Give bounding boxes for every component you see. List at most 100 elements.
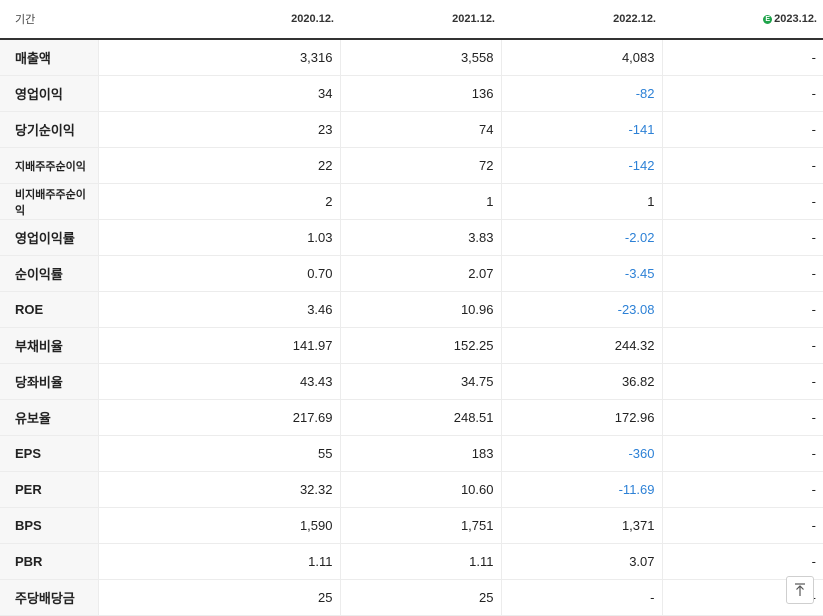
period-2022: 2022.12. <box>501 0 662 40</box>
cell-value: 136 <box>339 75 501 112</box>
period-2021: 2021.12. <box>340 0 501 40</box>
table-row: PBR 1.11 1.11 3.07- <box>0 543 823 580</box>
period-2023-label: 2023.12. <box>774 13 817 25</box>
table-row: 비지배주주순이익 2 1 1- <box>0 183 823 220</box>
cell-value: 3,558 <box>339 39 501 76</box>
cell-value: 3.46 <box>97 291 340 328</box>
row-label: 영업이익률 <box>0 219 98 256</box>
table-row: 지배주주순이익 22 72 -142- <box>0 147 823 184</box>
cell-value: -2.02 <box>500 219 662 256</box>
table-row: PER 32.32 10.60 -11.69- <box>0 471 823 508</box>
cell-value: 36.82 <box>500 363 662 400</box>
cell-value: 217.69 <box>97 399 340 436</box>
cell-value: 72 <box>339 147 501 184</box>
cell-value: - <box>661 291 823 328</box>
cell-value: 22 <box>97 147 340 184</box>
cell-value: - <box>661 111 823 148</box>
cell-value: - <box>661 147 823 184</box>
table-row: 영업이익률 1.03 3.83 -2.02- <box>0 219 823 256</box>
cell-value: 1 <box>500 183 662 220</box>
cell-value: 1,371 <box>500 507 662 544</box>
cell-value: 1.03 <box>97 219 340 256</box>
cell-value: - <box>500 579 662 616</box>
cell-value: 4,083 <box>500 39 662 76</box>
cell-value: - <box>661 39 823 76</box>
cell-value: 244.32 <box>500 327 662 364</box>
row-label: PER <box>0 471 98 508</box>
cell-value: - <box>661 255 823 292</box>
cell-value: - <box>661 219 823 256</box>
cell-value: 43.43 <box>97 363 340 400</box>
cell-value: 25 <box>97 579 340 616</box>
cell-value: - <box>661 435 823 472</box>
table-row: BPS 1,590 1,751 1,371- <box>0 507 823 544</box>
cell-value: 3.83 <box>339 219 501 256</box>
cell-value: 10.60 <box>339 471 501 508</box>
cell-value: -141 <box>500 111 662 148</box>
row-label: 영업이익 <box>0 75 98 112</box>
arrow-up-to-top-icon <box>795 583 805 596</box>
estimate-icon: E <box>763 15 773 24</box>
scroll-top-button[interactable] <box>786 576 814 604</box>
cell-value: 23 <box>97 111 340 148</box>
cell-value: -11.69 <box>500 471 662 508</box>
table-row: 부채비율 141.97 152.25 244.32- <box>0 327 823 364</box>
cell-value: 2.07 <box>339 255 501 292</box>
row-label: ROE <box>0 291 98 328</box>
cell-value: - <box>661 399 823 436</box>
cell-value: - <box>661 471 823 508</box>
cell-value: 248.51 <box>339 399 501 436</box>
cell-value: 34.75 <box>339 363 501 400</box>
cell-value: 10.96 <box>339 291 501 328</box>
cell-value: 3,316 <box>97 39 340 76</box>
cell-value: 55 <box>97 435 340 472</box>
row-label: 당좌비율 <box>0 363 98 400</box>
cell-value: 1.11 <box>339 543 501 580</box>
period-2023-estimate: E 2023.12. <box>662 0 823 40</box>
table-row: 영업이익 34 136 -82- <box>0 75 823 112</box>
cell-value: 152.25 <box>339 327 501 364</box>
row-label: 매출액 <box>0 39 98 76</box>
table-row: 당기순이익 23 74 -141- <box>0 111 823 148</box>
cell-value: - <box>661 327 823 364</box>
cell-value: -23.08 <box>500 291 662 328</box>
row-label: 주당배당금 <box>0 579 98 616</box>
cell-value: -142 <box>500 147 662 184</box>
cell-value: - <box>661 507 823 544</box>
row-label: 당기순이익 <box>0 111 98 148</box>
period-header-label: 기간 <box>0 0 98 40</box>
cell-value: 183 <box>339 435 501 472</box>
cell-value: 32.32 <box>97 471 340 508</box>
cell-value: 74 <box>339 111 501 148</box>
cell-value: 25 <box>339 579 501 616</box>
cell-value: 1,751 <box>339 507 501 544</box>
row-label: EPS <box>0 435 98 472</box>
cell-value: -82 <box>500 75 662 112</box>
cell-value: 1.11 <box>97 543 340 580</box>
row-label: BPS <box>0 507 98 544</box>
table-row: 당좌비율 43.43 34.75 36.82- <box>0 363 823 400</box>
cell-value: -3.45 <box>500 255 662 292</box>
cell-value: 2 <box>97 183 340 220</box>
row-label: PBR <box>0 543 98 580</box>
table-header-row: 기간 2020.12. 2021.12. 2022.12. E 2023.12. <box>0 0 823 40</box>
row-label: 순이익률 <box>0 255 98 292</box>
cell-value: 0.70 <box>97 255 340 292</box>
cell-value: 34 <box>97 75 340 112</box>
table-row: EPS 55 183 -360- <box>0 435 823 472</box>
cell-value: 172.96 <box>500 399 662 436</box>
row-label: 부채비율 <box>0 327 98 364</box>
cell-value: -360 <box>500 435 662 472</box>
cell-value: 1,590 <box>97 507 340 544</box>
cell-value: - <box>661 363 823 400</box>
table-row: ROE 3.46 10.96 -23.08- <box>0 291 823 328</box>
cell-value: 1 <box>339 183 501 220</box>
cell-value: 141.97 <box>97 327 340 364</box>
row-label: 비지배주주순이익 <box>0 183 98 220</box>
cell-value: - <box>661 75 823 112</box>
table-row: 유보율 217.69 248.51 172.96- <box>0 399 823 436</box>
table-row: 순이익률 0.70 2.07 -3.45- <box>0 255 823 292</box>
row-label: 유보율 <box>0 399 98 436</box>
